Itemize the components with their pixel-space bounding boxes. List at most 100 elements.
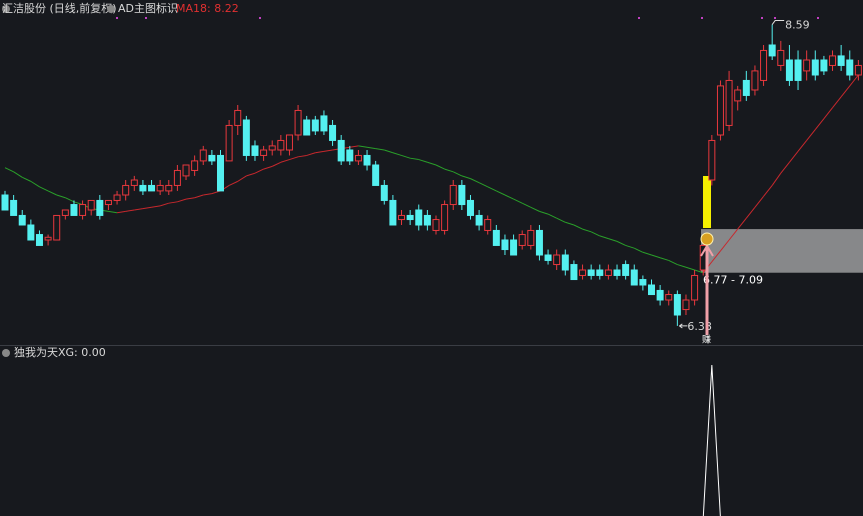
candle-body (354, 154, 362, 162)
ma-segment (565, 221, 575, 226)
candle-body (182, 164, 190, 177)
ma-segment (582, 228, 592, 233)
candle-body (613, 269, 621, 276)
xg-icon[interactable] (2, 349, 10, 357)
ma-segment (745, 206, 756, 219)
candle-body (285, 134, 293, 151)
candle-body (320, 115, 328, 132)
candle-body (406, 214, 414, 221)
ma-segment (254, 168, 264, 174)
ma-segment (280, 159, 290, 163)
indicator-icon[interactable] (107, 5, 115, 13)
candle-body (501, 239, 509, 251)
signal-bar (703, 176, 711, 228)
ma-segment (435, 164, 445, 170)
candle-body (777, 49, 785, 66)
ma-segment (323, 149, 333, 152)
ma-segment (298, 154, 307, 158)
candle-body (329, 124, 337, 141)
ma-segment (410, 157, 419, 161)
ma-segment (427, 161, 437, 166)
candle-body (70, 204, 78, 216)
ma-segment (453, 171, 463, 177)
candle-body (665, 294, 673, 301)
ma-segment (737, 217, 747, 230)
ma-segment (194, 194, 204, 199)
candle-body (225, 124, 233, 162)
candle-body (251, 145, 259, 156)
candle-body (1, 194, 9, 211)
candle-body (803, 59, 811, 72)
ma-segment (521, 202, 532, 208)
ma-segment (608, 238, 618, 242)
candle-body (648, 284, 655, 296)
candle-body (535, 229, 543, 256)
candle-body (656, 289, 664, 301)
candle-body (768, 44, 776, 57)
candle-body (199, 149, 207, 162)
ma-segment (134, 208, 143, 211)
ma-segment (401, 154, 411, 159)
ma-segment (116, 210, 126, 214)
candle-body (734, 89, 742, 102)
ma-segment (771, 172, 782, 186)
ma-segment (720, 239, 730, 252)
candle-body (820, 59, 828, 72)
candle-body (639, 279, 647, 286)
ma-segment (56, 194, 66, 199)
candle-body (165, 184, 173, 192)
ma-segment (487, 186, 497, 192)
candle-body (234, 109, 242, 126)
title-icon[interactable] (2, 5, 10, 13)
candle-body (389, 199, 397, 226)
candle-body (53, 214, 61, 241)
candle-body (561, 254, 569, 271)
ma-segment (13, 171, 23, 178)
ma-segment (789, 151, 799, 163)
ma-segment (814, 118, 825, 130)
candle-body (716, 85, 724, 136)
ma-segment (375, 148, 385, 151)
ma-segment (573, 224, 583, 230)
ma-segment (306, 152, 316, 156)
ma-segment (754, 196, 764, 208)
ma-segment (470, 178, 480, 184)
ma-segment (763, 185, 773, 197)
candle-body (217, 154, 224, 192)
candle-body (96, 199, 104, 216)
candle-body (61, 209, 69, 216)
candle-body (587, 269, 595, 276)
ma-segment (366, 146, 376, 150)
ma-segment (840, 85, 851, 98)
candle-body (527, 229, 535, 246)
candle-body (751, 70, 759, 91)
candle-body (87, 199, 95, 211)
candle-body (363, 154, 371, 166)
ma-segment (806, 129, 816, 141)
ma-segment (677, 264, 687, 268)
ma-segment (392, 152, 402, 156)
candle-body (742, 79, 750, 96)
candle-body (10, 199, 18, 216)
ma-segment (4, 167, 14, 173)
ma-segment (246, 172, 256, 177)
ma-label: MA18: 8.22 (176, 2, 239, 15)
candle-body (337, 139, 345, 162)
candle-body (484, 219, 492, 231)
candle-body (311, 119, 319, 132)
ma-segment (832, 96, 842, 109)
ma-segment (642, 251, 652, 256)
range-label: 6.77 - 7.09 (703, 274, 763, 287)
candle-body (553, 254, 561, 266)
range-box (701, 229, 863, 273)
ma-segment (685, 266, 695, 271)
ma-segment (461, 175, 471, 180)
ma-segment (625, 244, 635, 249)
ma-segment (651, 254, 661, 259)
candle-body (510, 239, 518, 256)
signal-coin (700, 232, 714, 246)
candle-body (79, 204, 87, 216)
candle-body (794, 59, 802, 81)
signal-arrowhead (700, 244, 714, 257)
ma-segment (47, 190, 57, 196)
